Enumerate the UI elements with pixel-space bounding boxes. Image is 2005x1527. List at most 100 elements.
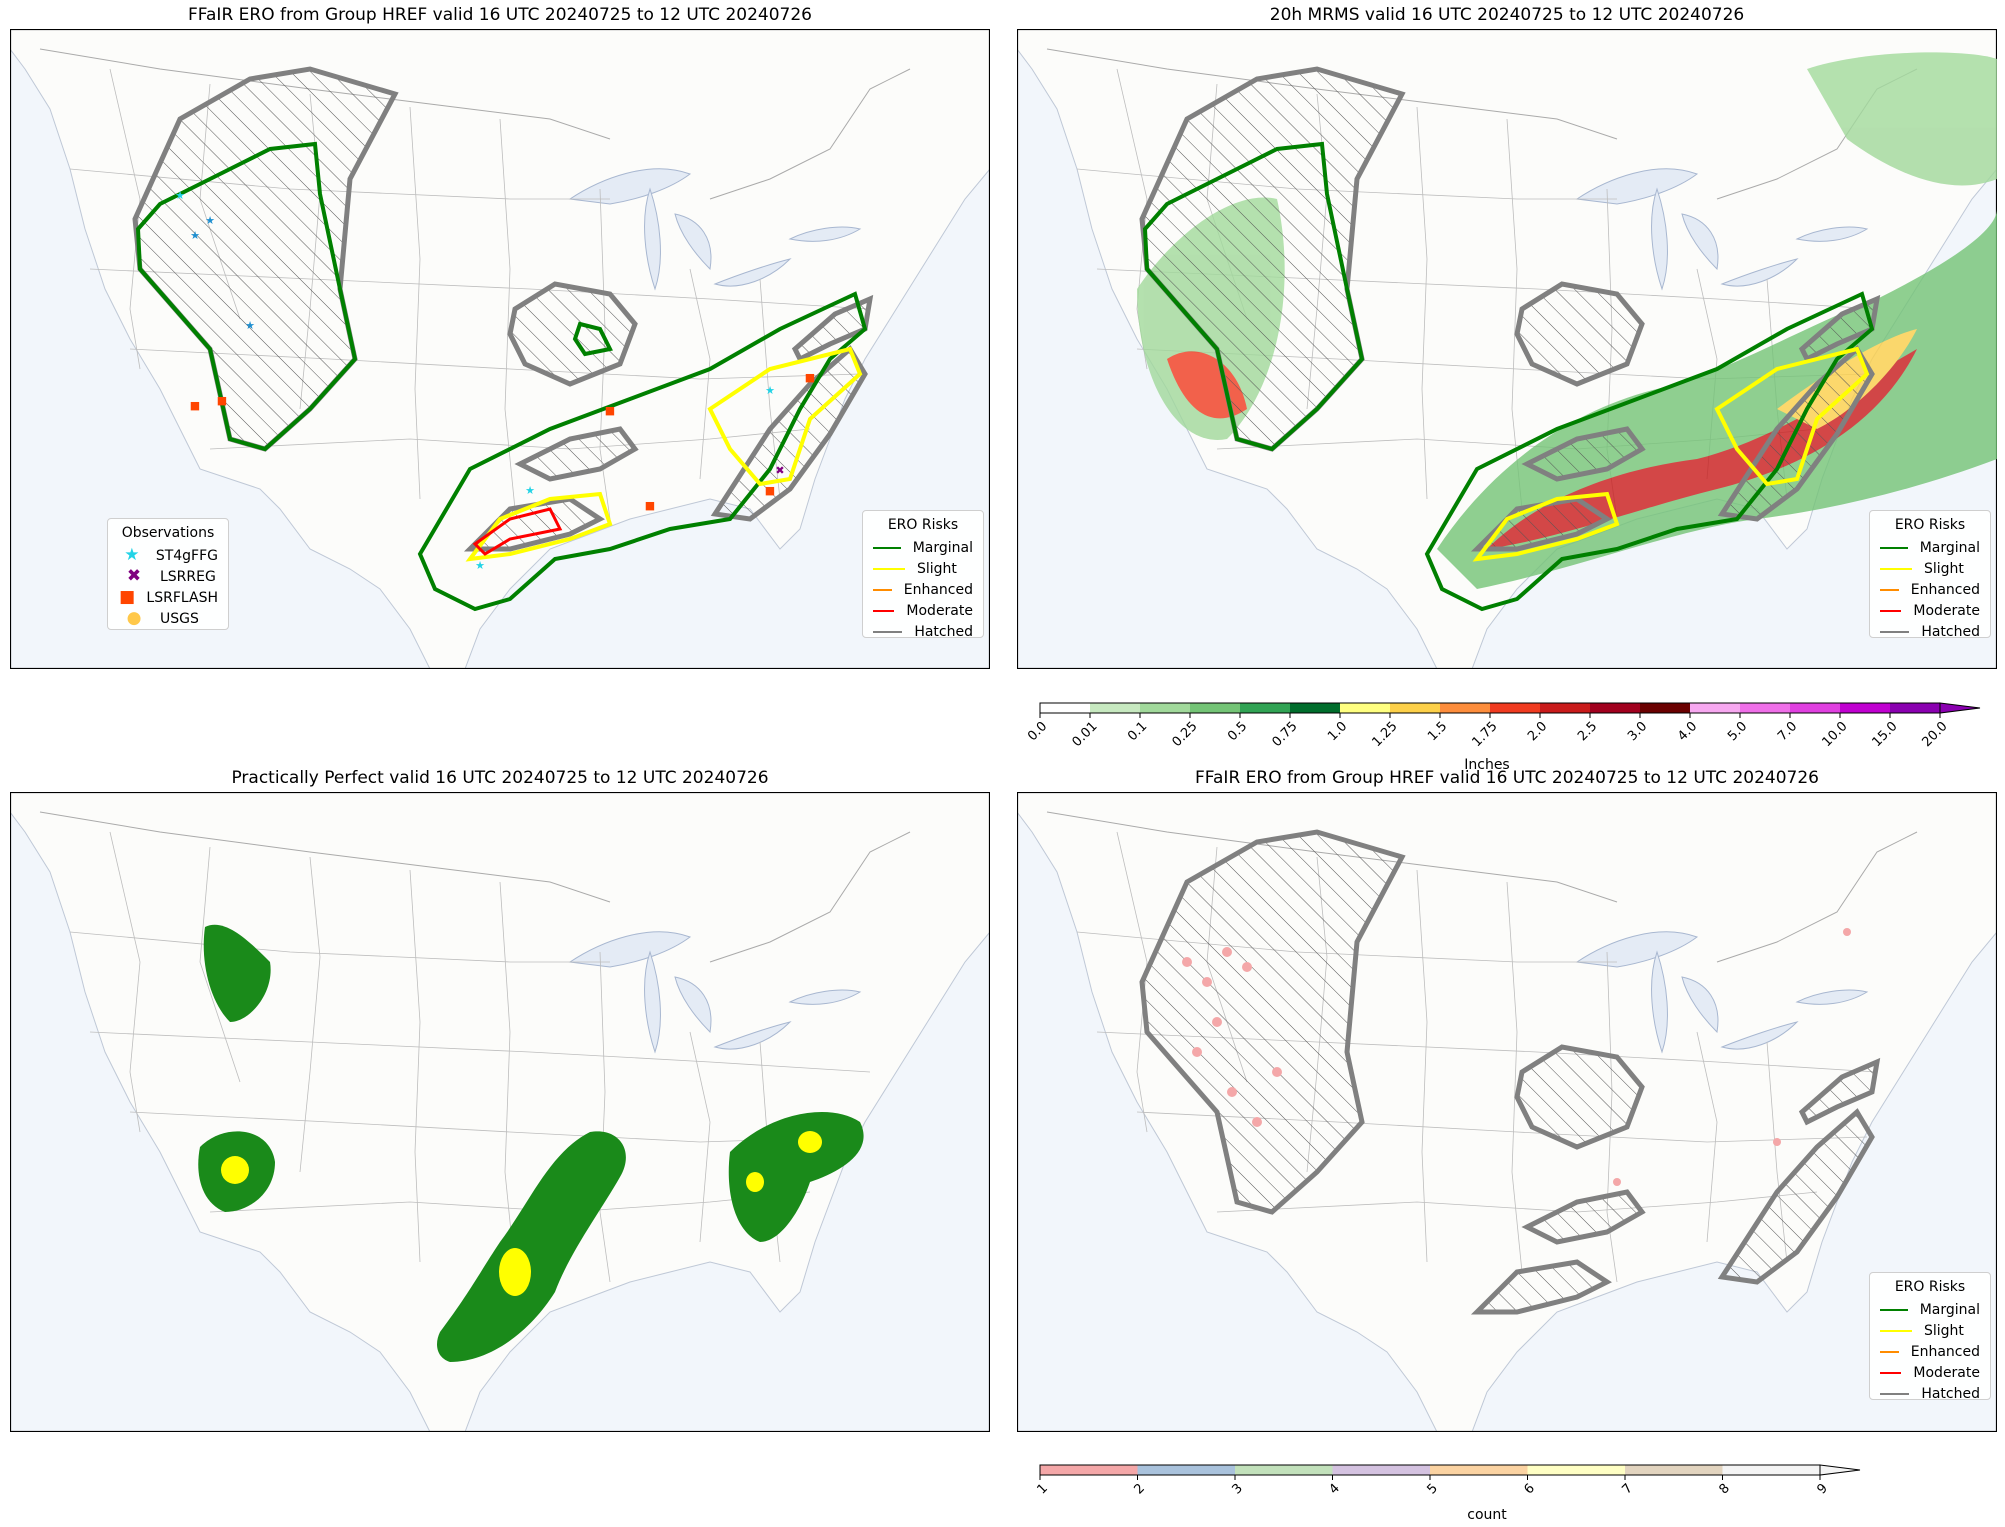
colorbar-segment [1390, 703, 1441, 713]
legend-swatch [1880, 1350, 1899, 1353]
svg-text:■: ■ [217, 394, 227, 407]
legend-entry: ✖ LSRREG [118, 566, 218, 587]
panel-title-tl: FFaIR ERO from Group HREF valid 16 UTC 2… [188, 5, 812, 25]
legend-label: Moderate [906, 602, 973, 619]
ero-legend-title: ERO Risks [887, 517, 959, 533]
legend-entry: Hatched [1880, 1383, 1980, 1404]
legend-marker: ■ [119, 587, 136, 607]
legend-entry: Hatched [873, 621, 973, 642]
legend-marker: ★ [124, 545, 140, 565]
legend-swatch [1880, 567, 1912, 570]
colorbar-segment [1625, 1465, 1723, 1475]
colorbar-segment [1527, 1465, 1626, 1475]
colorbar-segment [1540, 703, 1591, 713]
colorbar-segment [1140, 703, 1191, 713]
map-panel-tr [1017, 29, 1997, 669]
colorbar-segment [1440, 703, 1491, 713]
svg-text:★: ★ [205, 214, 215, 227]
legend-entry: Enhanced [1880, 1341, 1980, 1362]
colorbar-segment [1490, 703, 1541, 713]
colorbar-segment [1340, 703, 1391, 713]
legend-label: Slight [1924, 1322, 1964, 1339]
colorbar-segment [1235, 1465, 1333, 1475]
panel-title-bl: Practically Perfect valid 16 UTC 2024072… [231, 768, 769, 788]
panel-title-br: FFaIR ERO from Group HREF valid 16 UTC 2… [1195, 768, 1819, 788]
colorbar-segment [1790, 703, 1841, 713]
legend-entry: ● USGS [118, 608, 218, 629]
legend-label: Enhanced [1910, 581, 1980, 598]
legend-label: Slight [1924, 560, 1964, 577]
legend-label: Enhanced [903, 581, 973, 598]
legend-label: Hatched [914, 623, 973, 640]
colorbar-segment [1640, 703, 1691, 713]
legend-swatch [1880, 1308, 1908, 1311]
colorbar-extend-arrow [1819, 1464, 1861, 1476]
legend-label: Moderate [1913, 602, 1980, 619]
legend-label: Hatched [1921, 1385, 1980, 1402]
colorbar-segment [1040, 1465, 1138, 1475]
precip-colorbar [1039, 702, 1981, 718]
legend-swatch [873, 609, 895, 612]
svg-text:★: ★ [245, 319, 255, 332]
colorbar-segment [1190, 703, 1241, 713]
colorbar-segment [1290, 703, 1341, 713]
legend-swatch [1880, 1371, 1902, 1374]
legend-entry: Hatched [1880, 621, 1980, 642]
observations-legend-title: Observations [121, 525, 215, 541]
ero-legend-tr: ERO Risks Marginal Slight Enhanced Moderate… [1869, 510, 1991, 640]
svg-text:■: ■ [190, 399, 200, 412]
legend-label: LSRREG [160, 568, 216, 585]
legend-swatch [1880, 609, 1902, 612]
legend-entry: Enhanced [873, 579, 973, 600]
svg-text:★: ★ [475, 559, 485, 572]
legend-swatch [873, 567, 905, 570]
legend-entry: Slight [873, 558, 973, 579]
legend-label: Marginal [912, 539, 973, 556]
svg-text:★: ★ [765, 384, 775, 397]
svg-text:■: ■ [805, 371, 815, 384]
legend-label: Slight [917, 560, 957, 577]
map-panel-bl [10, 792, 990, 1432]
legend-entry: ■ LSRFLASH [118, 587, 218, 608]
svg-text:★: ★ [525, 484, 535, 497]
ero-legend-title: ERO Risks [1894, 517, 1966, 533]
colorbar-segment [1840, 703, 1891, 713]
precip-colorbar-label: Inches [1464, 757, 1510, 773]
legend-label: Hatched [1921, 623, 1980, 640]
legend-label: Moderate [1913, 1364, 1980, 1381]
legend-swatch [1880, 1392, 1910, 1395]
colorbar-segment [1090, 703, 1141, 713]
legend-entry: Moderate [1880, 1362, 1980, 1383]
colorbar-segment [1740, 703, 1791, 713]
legend-swatch [1880, 1329, 1912, 1332]
colorbar-segment [1722, 1465, 1821, 1475]
svg-text:★: ★ [175, 189, 185, 202]
legend-entry: Marginal [1880, 1299, 1980, 1320]
legend-entry: Marginal [873, 537, 973, 558]
observations-legend: Observations ★ ST4gFFG ✖ LSRREG ■ LSRFLASH ● US… [107, 518, 229, 630]
count-colorbar [1039, 1464, 1861, 1480]
legend-swatch [1880, 588, 1899, 591]
ero-legend-tl: ERO Risks Marginal Slight Enhanced Moderate… [862, 510, 984, 640]
svg-text:✖: ✖ [775, 464, 784, 477]
legend-swatch [873, 546, 901, 549]
legend-marker: ● [126, 608, 142, 628]
legend-label: Marginal [1919, 539, 1980, 556]
legend-swatch [873, 588, 892, 591]
legend-entry: Moderate [1880, 600, 1980, 621]
legend-label: USGS [160, 610, 199, 627]
legend-entry: ★ ST4gFFG [118, 545, 218, 566]
legend-entry: Slight [1880, 1320, 1980, 1341]
colorbar-segment [1590, 703, 1641, 713]
colorbar-segment [1137, 1465, 1236, 1475]
svg-text:■: ■ [765, 484, 775, 497]
ero-legend-br: ERO Risks Marginal Slight Enhanced Moderate… [1869, 1272, 1991, 1402]
colorbar-segment [1240, 703, 1291, 713]
legend-label: Marginal [1919, 1301, 1980, 1318]
colorbar-extend-arrow [1939, 702, 1981, 714]
legend-swatch [1880, 546, 1908, 549]
legend-entry: Slight [1880, 558, 1980, 579]
svg-text:■: ■ [645, 499, 655, 512]
legend-marker: ✖ [126, 566, 142, 586]
